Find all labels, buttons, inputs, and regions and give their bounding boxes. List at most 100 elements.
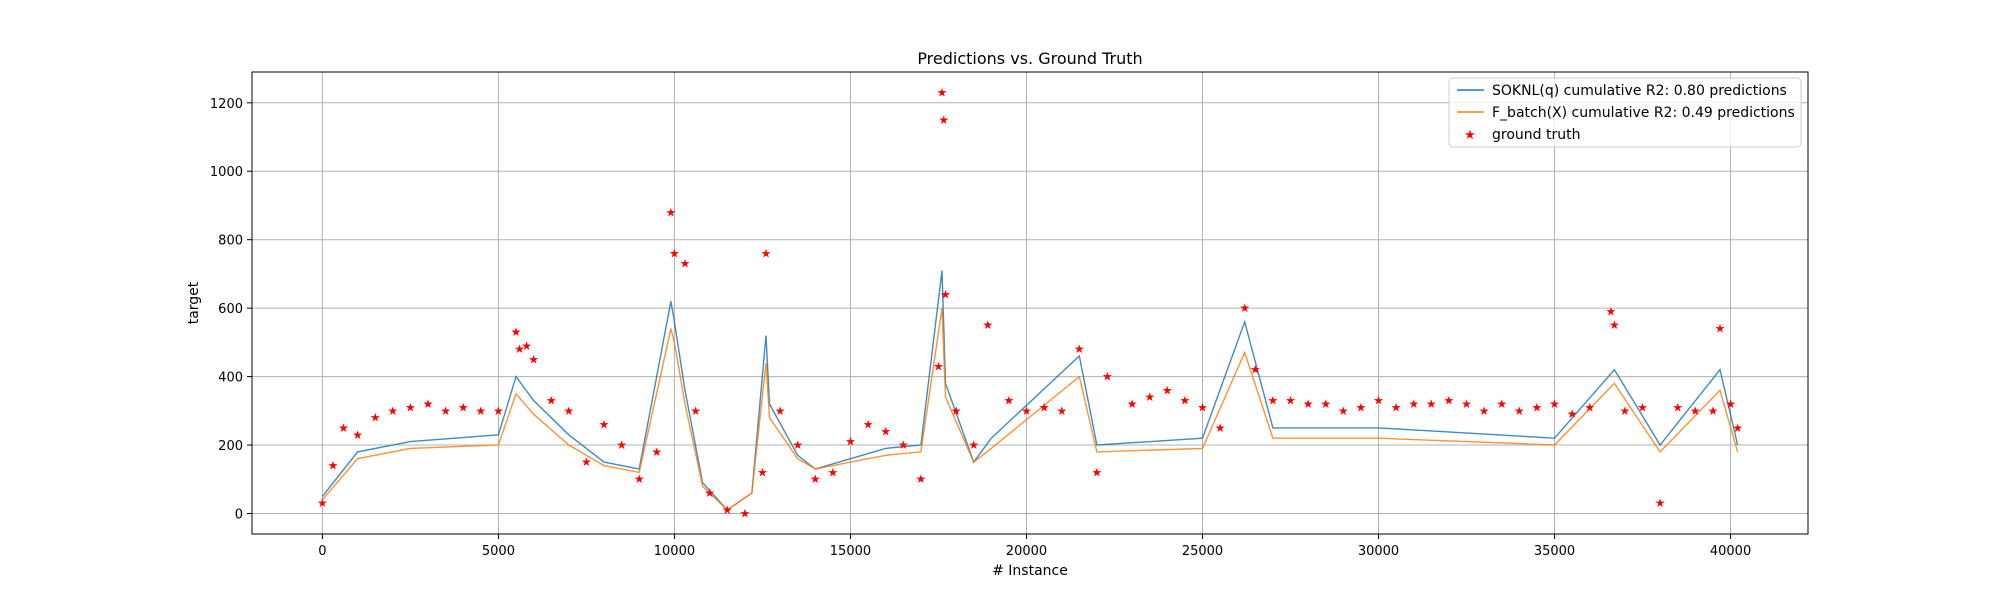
ground-truth-point: ★ bbox=[1479, 404, 1490, 418]
ground-truth-point: ★ bbox=[563, 404, 574, 418]
ground-truth-point: ★ bbox=[810, 472, 821, 486]
ground-truth-point: ★ bbox=[1532, 400, 1543, 414]
ground-truth-point: ★ bbox=[1268, 394, 1279, 408]
ground-truth-point: ★ bbox=[423, 397, 434, 411]
ground-truth-point: ★ bbox=[1690, 404, 1701, 418]
x-ticks: 0 5000 10000 15000 20000 25000 30000 35000 40000 bbox=[318, 534, 1751, 559]
y-axis-label: target bbox=[186, 281, 202, 324]
ground-truth-point: ★ bbox=[1303, 397, 1314, 411]
ground-truth-point: ★ bbox=[1320, 397, 1331, 411]
ground-truth-point: ★ bbox=[1408, 397, 1419, 411]
ground-truth-point: ★ bbox=[1461, 397, 1472, 411]
legend-swatch-ground-truth: ★ bbox=[1464, 128, 1476, 143]
ground-truth-point: ★ bbox=[616, 438, 627, 452]
y-ticks: 0 200 400 600 800 1000 1200 bbox=[210, 97, 252, 522]
ground-truth-point: ★ bbox=[521, 339, 532, 353]
ground-truth-point: ★ bbox=[1285, 394, 1296, 408]
ground-truth-point: ★ bbox=[1655, 496, 1666, 510]
y-tick-label: 800 bbox=[218, 234, 243, 249]
y-tick-label: 1000 bbox=[210, 165, 243, 180]
legend: SOKNL(q) cumulative R2: 0.80 predictions… bbox=[1448, 77, 1802, 148]
x-tick-label: 5000 bbox=[482, 544, 515, 559]
ground-truth-point: ★ bbox=[1092, 465, 1103, 479]
x-tick-label: 20000 bbox=[1006, 544, 1047, 559]
ground-truth-point: ★ bbox=[440, 404, 451, 418]
ground-truth-point: ★ bbox=[1102, 370, 1113, 384]
ground-truth-point: ★ bbox=[775, 404, 786, 418]
ground-truth-point: ★ bbox=[1514, 404, 1525, 418]
ground-truth-point: ★ bbox=[1584, 400, 1595, 414]
ground-truth-point: ★ bbox=[328, 459, 339, 473]
ground-truth-point: ★ bbox=[1144, 390, 1155, 404]
ground-truth-point: ★ bbox=[528, 353, 539, 367]
y-tick-label: 0 bbox=[235, 507, 243, 522]
ground-truth-point: ★ bbox=[761, 246, 772, 260]
x-axis-label: # Instance bbox=[992, 563, 1068, 579]
ground-truth-point: ★ bbox=[1620, 404, 1631, 418]
ground-truth-point: ★ bbox=[1373, 394, 1384, 408]
ground-truth-point: ★ bbox=[1609, 318, 1620, 332]
ground-truth-point: ★ bbox=[982, 318, 993, 332]
x-tick-label: 0 bbox=[318, 544, 326, 559]
ground-truth-point: ★ bbox=[940, 287, 951, 301]
ground-truth-point: ★ bbox=[405, 400, 416, 414]
ground-truth-point: ★ bbox=[757, 465, 768, 479]
ground-truth-point: ★ bbox=[951, 404, 962, 418]
ground-truth-point: ★ bbox=[1672, 400, 1683, 414]
ground-truth-point: ★ bbox=[863, 418, 874, 432]
ground-truth-point: ★ bbox=[666, 205, 677, 219]
ground-truth-point: ★ bbox=[704, 486, 715, 500]
ground-truth-point: ★ bbox=[916, 472, 927, 486]
series-layer: ★ ★ ★ ★ ★ ★ ★ ★ ★ ★ ★ ★ ★ ★ ★ ★ ★ ★ ★ ★ ★ ★ ★ ★ ★ ★ ★ ★ ★ ★ ★ ★ ★ ★ ★ ★ ★ ★ ★ ★… bbox=[317, 86, 1743, 521]
ground-truth-point: ★ bbox=[1021, 404, 1032, 418]
ground-truth-point: ★ bbox=[338, 421, 349, 435]
ground-truth-point: ★ bbox=[546, 394, 557, 408]
ground-truth-point: ★ bbox=[1250, 363, 1261, 377]
y-tick-label: 1200 bbox=[210, 97, 243, 112]
gridlines bbox=[252, 72, 1808, 534]
ground-truth-point: ★ bbox=[493, 404, 504, 418]
ground-truth-point: ★ bbox=[651, 445, 662, 459]
ground-truth-point: ★ bbox=[1338, 404, 1349, 418]
ground-truth-point: ★ bbox=[1391, 400, 1402, 414]
chart-title: Predictions vs. Ground Truth bbox=[917, 49, 1142, 68]
ground-truth-point: ★ bbox=[581, 455, 592, 469]
ground-truth-point: ★ bbox=[1725, 397, 1736, 411]
plot-frame bbox=[251, 71, 1809, 535]
ground-truth-point: ★ bbox=[352, 428, 363, 442]
ground-truth-point: ★ bbox=[458, 400, 469, 414]
ground-truth-point: ★ bbox=[1496, 397, 1507, 411]
ground-truth-point: ★ bbox=[845, 435, 856, 449]
x-tick-label: 35000 bbox=[1534, 544, 1575, 559]
ground-truth-point: ★ bbox=[690, 404, 701, 418]
ground-truth-point: ★ bbox=[514, 342, 525, 356]
series-line-f-batch-x-cumulative-r2-0-49-p bbox=[321, 307, 1739, 511]
ground-truth-point: ★ bbox=[599, 418, 610, 432]
ground-truth-point: ★ bbox=[634, 472, 645, 486]
ground-truth-point: ★ bbox=[898, 438, 909, 452]
legend-label-soknl: SOKNL(q) cumulative R2: 0.80 predictions bbox=[1492, 83, 1787, 99]
ground-truth-point: ★ bbox=[1162, 383, 1173, 397]
series-line-soknl-q-cumulative-r2-0-80-pre bbox=[321, 270, 1739, 511]
ground-truth-point: ★ bbox=[511, 325, 522, 339]
ground-truth-point: ★ bbox=[1708, 404, 1719, 418]
legend-label-ground-truth: ground truth bbox=[1492, 127, 1580, 143]
ground-truth-point: ★ bbox=[1606, 305, 1617, 319]
ground-truth-point: ★ bbox=[1127, 397, 1138, 411]
x-tick-label: 15000 bbox=[830, 544, 871, 559]
ground-truth-point: ★ bbox=[669, 246, 680, 260]
x-tick-label: 25000 bbox=[1182, 544, 1223, 559]
series-points-ground-truth: ★ ★ ★ ★ ★ ★ ★ ★ ★ ★ ★ ★ ★ ★ ★ ★ ★ ★ ★ ★ ★ ★ ★ ★ ★ ★ ★ ★ ★ ★ ★ ★ ★ ★ ★ ★ ★ ★ ★ ★… bbox=[317, 86, 1743, 521]
ground-truth-point: ★ bbox=[828, 465, 839, 479]
ground-truth-point: ★ bbox=[937, 86, 948, 100]
ground-truth-point: ★ bbox=[1444, 394, 1455, 408]
ground-truth-point: ★ bbox=[740, 507, 751, 521]
ground-truth-point: ★ bbox=[1074, 342, 1085, 356]
ground-truth-point: ★ bbox=[680, 257, 691, 271]
ground-truth-point: ★ bbox=[475, 404, 486, 418]
ground-truth-point: ★ bbox=[1426, 397, 1437, 411]
ground-truth-point: ★ bbox=[1549, 397, 1560, 411]
ground-truth-point: ★ bbox=[968, 438, 979, 452]
ground-truth-point: ★ bbox=[370, 411, 381, 425]
